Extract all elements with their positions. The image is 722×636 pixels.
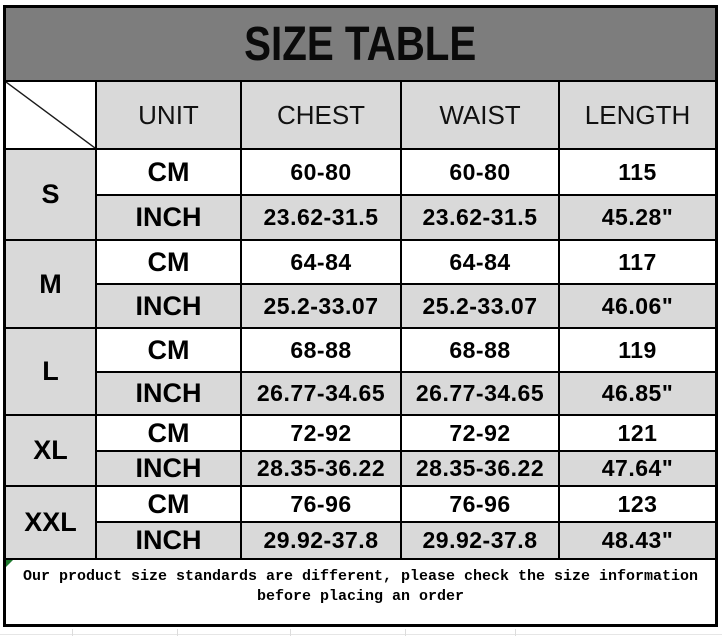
size-label-l: L: [6, 329, 95, 414]
value-cell: 47.64": [560, 452, 715, 485]
value-cell: 25.2-33.07: [402, 285, 558, 327]
note-box: Our product size standards are different…: [6, 560, 715, 624]
unit-cell: INCH: [97, 523, 240, 558]
margin-gridline: [290, 629, 291, 636]
value-cell: 25.2-33.07: [242, 285, 400, 327]
header-cell-waist: WAIST: [402, 82, 558, 148]
diagonal-cell: [6, 82, 95, 148]
value-cell: 76-96: [242, 487, 400, 521]
header-cell-length: LENGTH: [560, 82, 715, 148]
size-table: SIZE TABLE UNIT CHEST WAIST LENGTH S CM …: [3, 5, 718, 627]
value-cell: 64-84: [402, 241, 558, 283]
margin-gridline: [72, 629, 73, 636]
value-cell: 28.35-36.22: [402, 452, 558, 485]
value-cell: 60-80: [242, 150, 400, 194]
value-cell: 29.92-37.8: [242, 523, 400, 558]
value-cell: 28.35-36.22: [242, 452, 400, 485]
value-cell: 68-88: [242, 329, 400, 371]
note-line-2: before placing an order: [256, 588, 465, 605]
value-cell: 29.92-37.8: [402, 523, 558, 558]
unit-cell: CM: [97, 416, 240, 450]
cell-flag-marker: [6, 560, 13, 567]
unit-cell: INCH: [97, 196, 240, 239]
size-label-s: S: [6, 150, 95, 239]
header-cell-unit: UNIT: [97, 82, 240, 148]
value-cell: 117: [560, 241, 715, 283]
unit-cell: CM: [97, 241, 240, 283]
margin-gridline: [0, 634, 722, 635]
value-cell: 68-88: [402, 329, 558, 371]
unit-cell: CM: [97, 150, 240, 194]
size-label-xl: XL: [6, 416, 95, 485]
size-label-m: M: [6, 241, 95, 327]
unit-cell: INCH: [97, 452, 240, 485]
value-cell: 64-84: [242, 241, 400, 283]
unit-cell: INCH: [97, 285, 240, 327]
margin-gridline: [405, 629, 406, 636]
value-cell: 46.06": [560, 285, 715, 327]
unit-cell: CM: [97, 329, 240, 371]
margin-gridline: [177, 629, 178, 636]
value-cell: 76-96: [402, 487, 558, 521]
header-cell-chest: CHEST: [242, 82, 400, 148]
value-cell: 46.85": [560, 373, 715, 414]
value-cell: 123: [560, 487, 715, 521]
value-cell: 48.43": [560, 523, 715, 558]
value-cell: 115: [560, 150, 715, 194]
value-cell: 23.62-31.5: [242, 196, 400, 239]
value-cell: 26.77-34.65: [242, 373, 400, 414]
value-cell: 60-80: [402, 150, 558, 194]
value-cell: 72-92: [242, 416, 400, 450]
size-label-xxl: XXL: [6, 487, 95, 558]
title-band: SIZE TABLE: [6, 8, 715, 80]
note-line-1: Our product size standards are different…: [22, 568, 699, 585]
value-cell: 23.62-31.5: [402, 196, 558, 239]
value-cell: 45.28": [560, 196, 715, 239]
diagonal-line: [6, 82, 95, 148]
value-cell: 72-92: [402, 416, 558, 450]
margin-gridline: [515, 629, 516, 636]
value-cell: 121: [560, 416, 715, 450]
value-cell: 26.77-34.65: [402, 373, 558, 414]
page-title: SIZE TABLE: [244, 17, 477, 71]
value-cell: 119: [560, 329, 715, 371]
unit-cell: CM: [97, 487, 240, 521]
unit-cell: INCH: [97, 373, 240, 414]
